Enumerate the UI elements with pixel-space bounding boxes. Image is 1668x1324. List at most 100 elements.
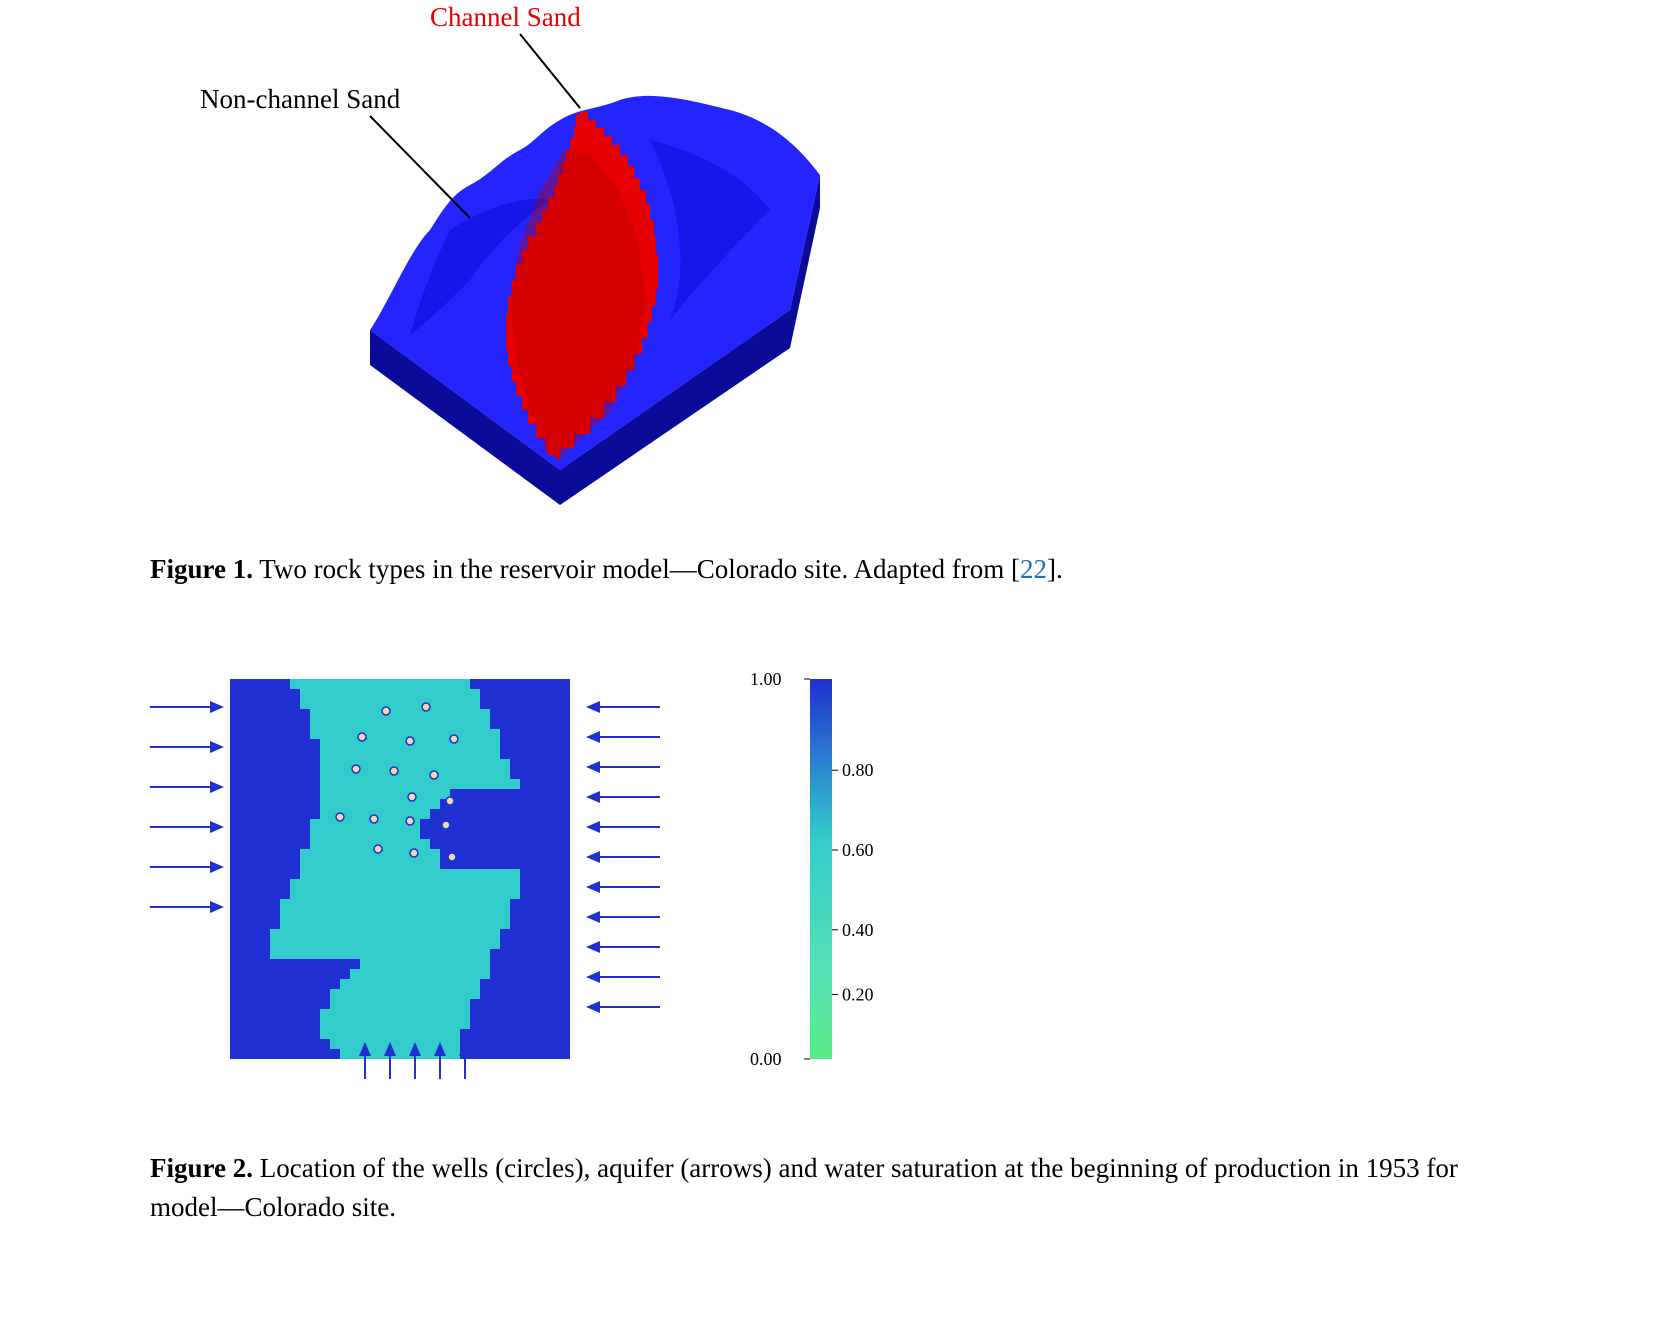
- map-pixel: [250, 949, 260, 959]
- map-pixel: [450, 929, 460, 939]
- map-pixel: [350, 719, 360, 729]
- map-pixel: [550, 799, 560, 809]
- map-pixel: [340, 949, 350, 959]
- map-pixel: [290, 979, 300, 989]
- map-pixel: [360, 949, 370, 959]
- map-pixel: [560, 829, 570, 839]
- map-pixel: [440, 1029, 450, 1039]
- map-pixel: [300, 709, 310, 719]
- map-pixel: [300, 879, 310, 889]
- map-pixel: [380, 999, 390, 1009]
- map-pixel: [230, 739, 240, 749]
- map-pixel: [420, 889, 430, 899]
- map-pixel: [530, 859, 540, 869]
- map-pixel: [510, 899, 520, 909]
- map-pixel: [380, 789, 390, 799]
- map-pixel: [460, 909, 470, 919]
- map-pixel: [470, 779, 480, 789]
- map-pixel: [270, 809, 280, 819]
- map-pixel: [280, 999, 290, 1009]
- map-pixel: [320, 1039, 330, 1049]
- map-pixel: [340, 739, 350, 749]
- map-pixel: [420, 949, 430, 959]
- figure-1-caption-ref[interactable]: 22: [1020, 554, 1047, 584]
- map-pixel: [410, 929, 420, 939]
- map-pixel: [400, 849, 410, 859]
- map-pixel: [420, 749, 430, 759]
- map-pixel: [260, 929, 270, 939]
- map-pixel: [500, 809, 510, 819]
- map-pixel: [310, 1009, 320, 1019]
- map-pixel: [290, 999, 300, 1009]
- map-pixel: [500, 1049, 510, 1059]
- map-pixel: [500, 849, 510, 859]
- map-pixel: [290, 819, 300, 829]
- map-pixel: [260, 919, 270, 929]
- colorbar: 1.000.800.600.400.200.00: [750, 669, 874, 1069]
- map-pixel: [280, 799, 290, 809]
- map-pixel: [290, 919, 300, 929]
- map-pixel: [230, 769, 240, 779]
- map-pixel: [260, 699, 270, 709]
- map-pixel: [360, 909, 370, 919]
- map-pixel: [230, 1039, 240, 1049]
- map-pixel: [510, 1009, 520, 1019]
- map-pixel: [250, 689, 260, 699]
- map-pixel: [420, 789, 430, 799]
- map-pixel: [550, 909, 560, 919]
- map-pixel: [540, 1029, 550, 1039]
- map-pixel: [260, 819, 270, 829]
- map-pixel: [240, 769, 250, 779]
- map-pixel: [230, 1019, 240, 1029]
- map-pixel: [230, 949, 240, 959]
- map-pixel: [250, 919, 260, 929]
- map-pixel: [390, 829, 400, 839]
- map-pixel: [430, 709, 440, 719]
- map-pixel: [310, 689, 320, 699]
- map-pixel: [480, 999, 490, 1009]
- map-pixel: [560, 819, 570, 829]
- map-pixel: [380, 1009, 390, 1019]
- map-pixel: [500, 799, 510, 809]
- well-marker: [406, 737, 414, 745]
- map-pixel: [480, 919, 490, 929]
- map-pixel: [390, 679, 400, 689]
- map-pixel: [310, 769, 320, 779]
- map-pixel: [520, 999, 530, 1009]
- map-pixel: [380, 1049, 390, 1059]
- map-pixel: [380, 879, 390, 889]
- map-pixel: [480, 859, 490, 869]
- map-pixel: [470, 1049, 480, 1059]
- map-pixel: [260, 979, 270, 989]
- map-pixel: [440, 869, 450, 879]
- map-pixel: [430, 939, 440, 949]
- map-pixel: [320, 759, 330, 769]
- map-pixel: [290, 1009, 300, 1019]
- map-pixel: [270, 829, 280, 839]
- map-pixel: [280, 959, 290, 969]
- map-pixel: [360, 999, 370, 1009]
- map-pixel: [250, 989, 260, 999]
- map-pixel: [370, 729, 380, 739]
- map-pixel: [420, 729, 430, 739]
- map-pixel: [560, 909, 570, 919]
- map-pixel: [380, 739, 390, 749]
- map-pixel: [560, 839, 570, 849]
- map-pixel: [400, 859, 410, 869]
- map-pixel: [300, 679, 310, 689]
- map-pixel: [410, 999, 420, 1009]
- map-pixel: [470, 889, 480, 899]
- map-pixel: [310, 779, 320, 789]
- map-pixel: [260, 939, 270, 949]
- map-pixel: [270, 869, 280, 879]
- map-pixel: [270, 699, 280, 709]
- map-pixel: [320, 739, 330, 749]
- map-pixel: [240, 889, 250, 899]
- figure-1-caption-body-pre: Two rock types in the reservoir model—Co…: [253, 554, 1020, 584]
- map-pixel: [460, 709, 470, 719]
- map-pixel: [340, 1019, 350, 1029]
- map-pixel: [420, 719, 430, 729]
- map-pixel: [280, 779, 290, 789]
- map-pixel: [460, 859, 470, 869]
- map-pixel: [340, 889, 350, 899]
